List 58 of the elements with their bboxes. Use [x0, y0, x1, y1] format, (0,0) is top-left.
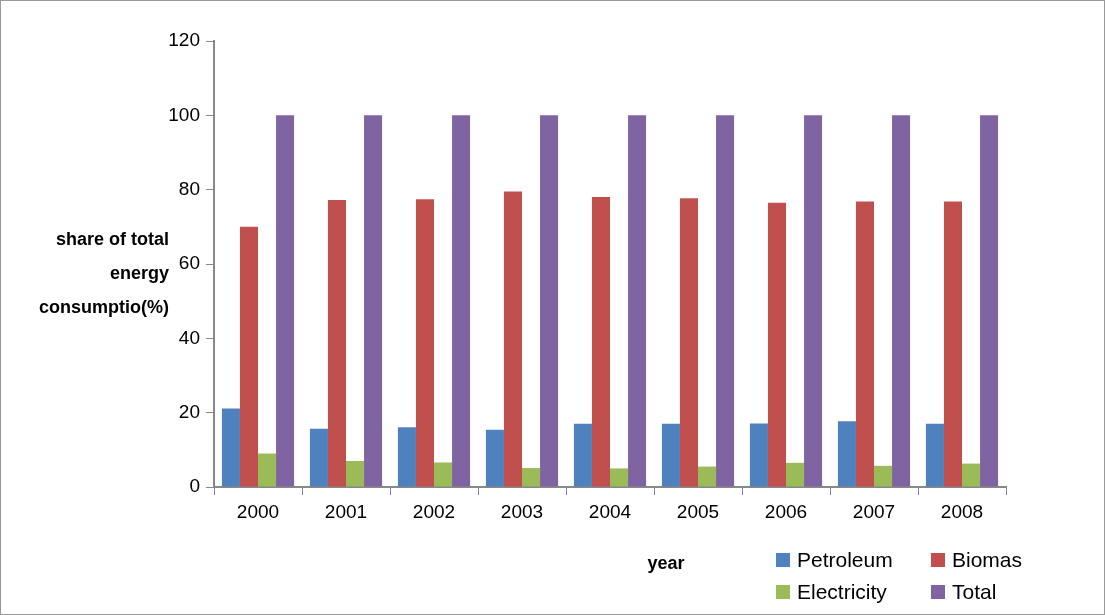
x-tick-label: 2002	[412, 500, 456, 522]
bar	[837, 421, 856, 487]
bar	[452, 115, 471, 487]
x-axis-title: year	[647, 552, 685, 573]
bar	[309, 428, 328, 487]
bar	[522, 468, 541, 487]
bar	[892, 115, 911, 487]
x-tick-label: 2006	[764, 500, 808, 522]
x-tick-label: 2003	[500, 500, 544, 522]
y-tick-label: 80	[178, 177, 200, 199]
bar	[628, 115, 647, 487]
legend-label: Biomas	[952, 547, 1023, 571]
bar	[786, 462, 805, 487]
bar	[591, 197, 610, 487]
bar	[962, 463, 981, 487]
bar	[804, 115, 823, 487]
bar	[364, 115, 383, 487]
bar	[276, 115, 295, 487]
bar	[434, 462, 453, 487]
bar	[767, 202, 786, 487]
legend-label: Total	[952, 579, 997, 603]
legend-label: Electricity	[797, 579, 888, 603]
y-axis-title: share of total energy consumptio(%)	[39, 228, 169, 317]
y-tick-label: 20	[178, 400, 200, 422]
bar	[855, 201, 874, 487]
bar	[239, 226, 258, 487]
bar	[610, 468, 629, 487]
x-tick-label: 2005	[676, 500, 720, 522]
y-tick-label: 60	[178, 252, 200, 274]
bar	[573, 423, 592, 487]
bar	[221, 408, 240, 487]
bar	[943, 201, 962, 487]
y-tick-label: 120	[168, 29, 200, 51]
bar	[749, 423, 768, 487]
legend-label: Petroleum	[797, 547, 893, 571]
y-tick-label: 40	[178, 326, 200, 348]
y-tick-label: 100	[168, 103, 200, 125]
bar	[485, 429, 504, 487]
bar	[716, 115, 735, 487]
bar	[698, 466, 717, 487]
x-tick-label: 2004	[588, 500, 632, 522]
x-tick-label: 2001	[324, 500, 368, 522]
bar	[874, 465, 893, 487]
bar	[679, 198, 698, 487]
x-tick-label: 2000	[236, 500, 280, 522]
bar	[415, 199, 434, 487]
bar	[980, 115, 999, 487]
x-tick-label: 2008	[940, 500, 984, 522]
bar	[258, 453, 277, 487]
bar	[346, 460, 365, 487]
bar	[540, 115, 559, 487]
bar	[925, 423, 944, 487]
bar	[503, 191, 522, 487]
bar	[397, 427, 416, 487]
bar	[661, 423, 680, 487]
y-tick-label: 0	[189, 475, 200, 497]
x-tick-label: 2007	[852, 500, 896, 522]
bar	[327, 200, 346, 487]
